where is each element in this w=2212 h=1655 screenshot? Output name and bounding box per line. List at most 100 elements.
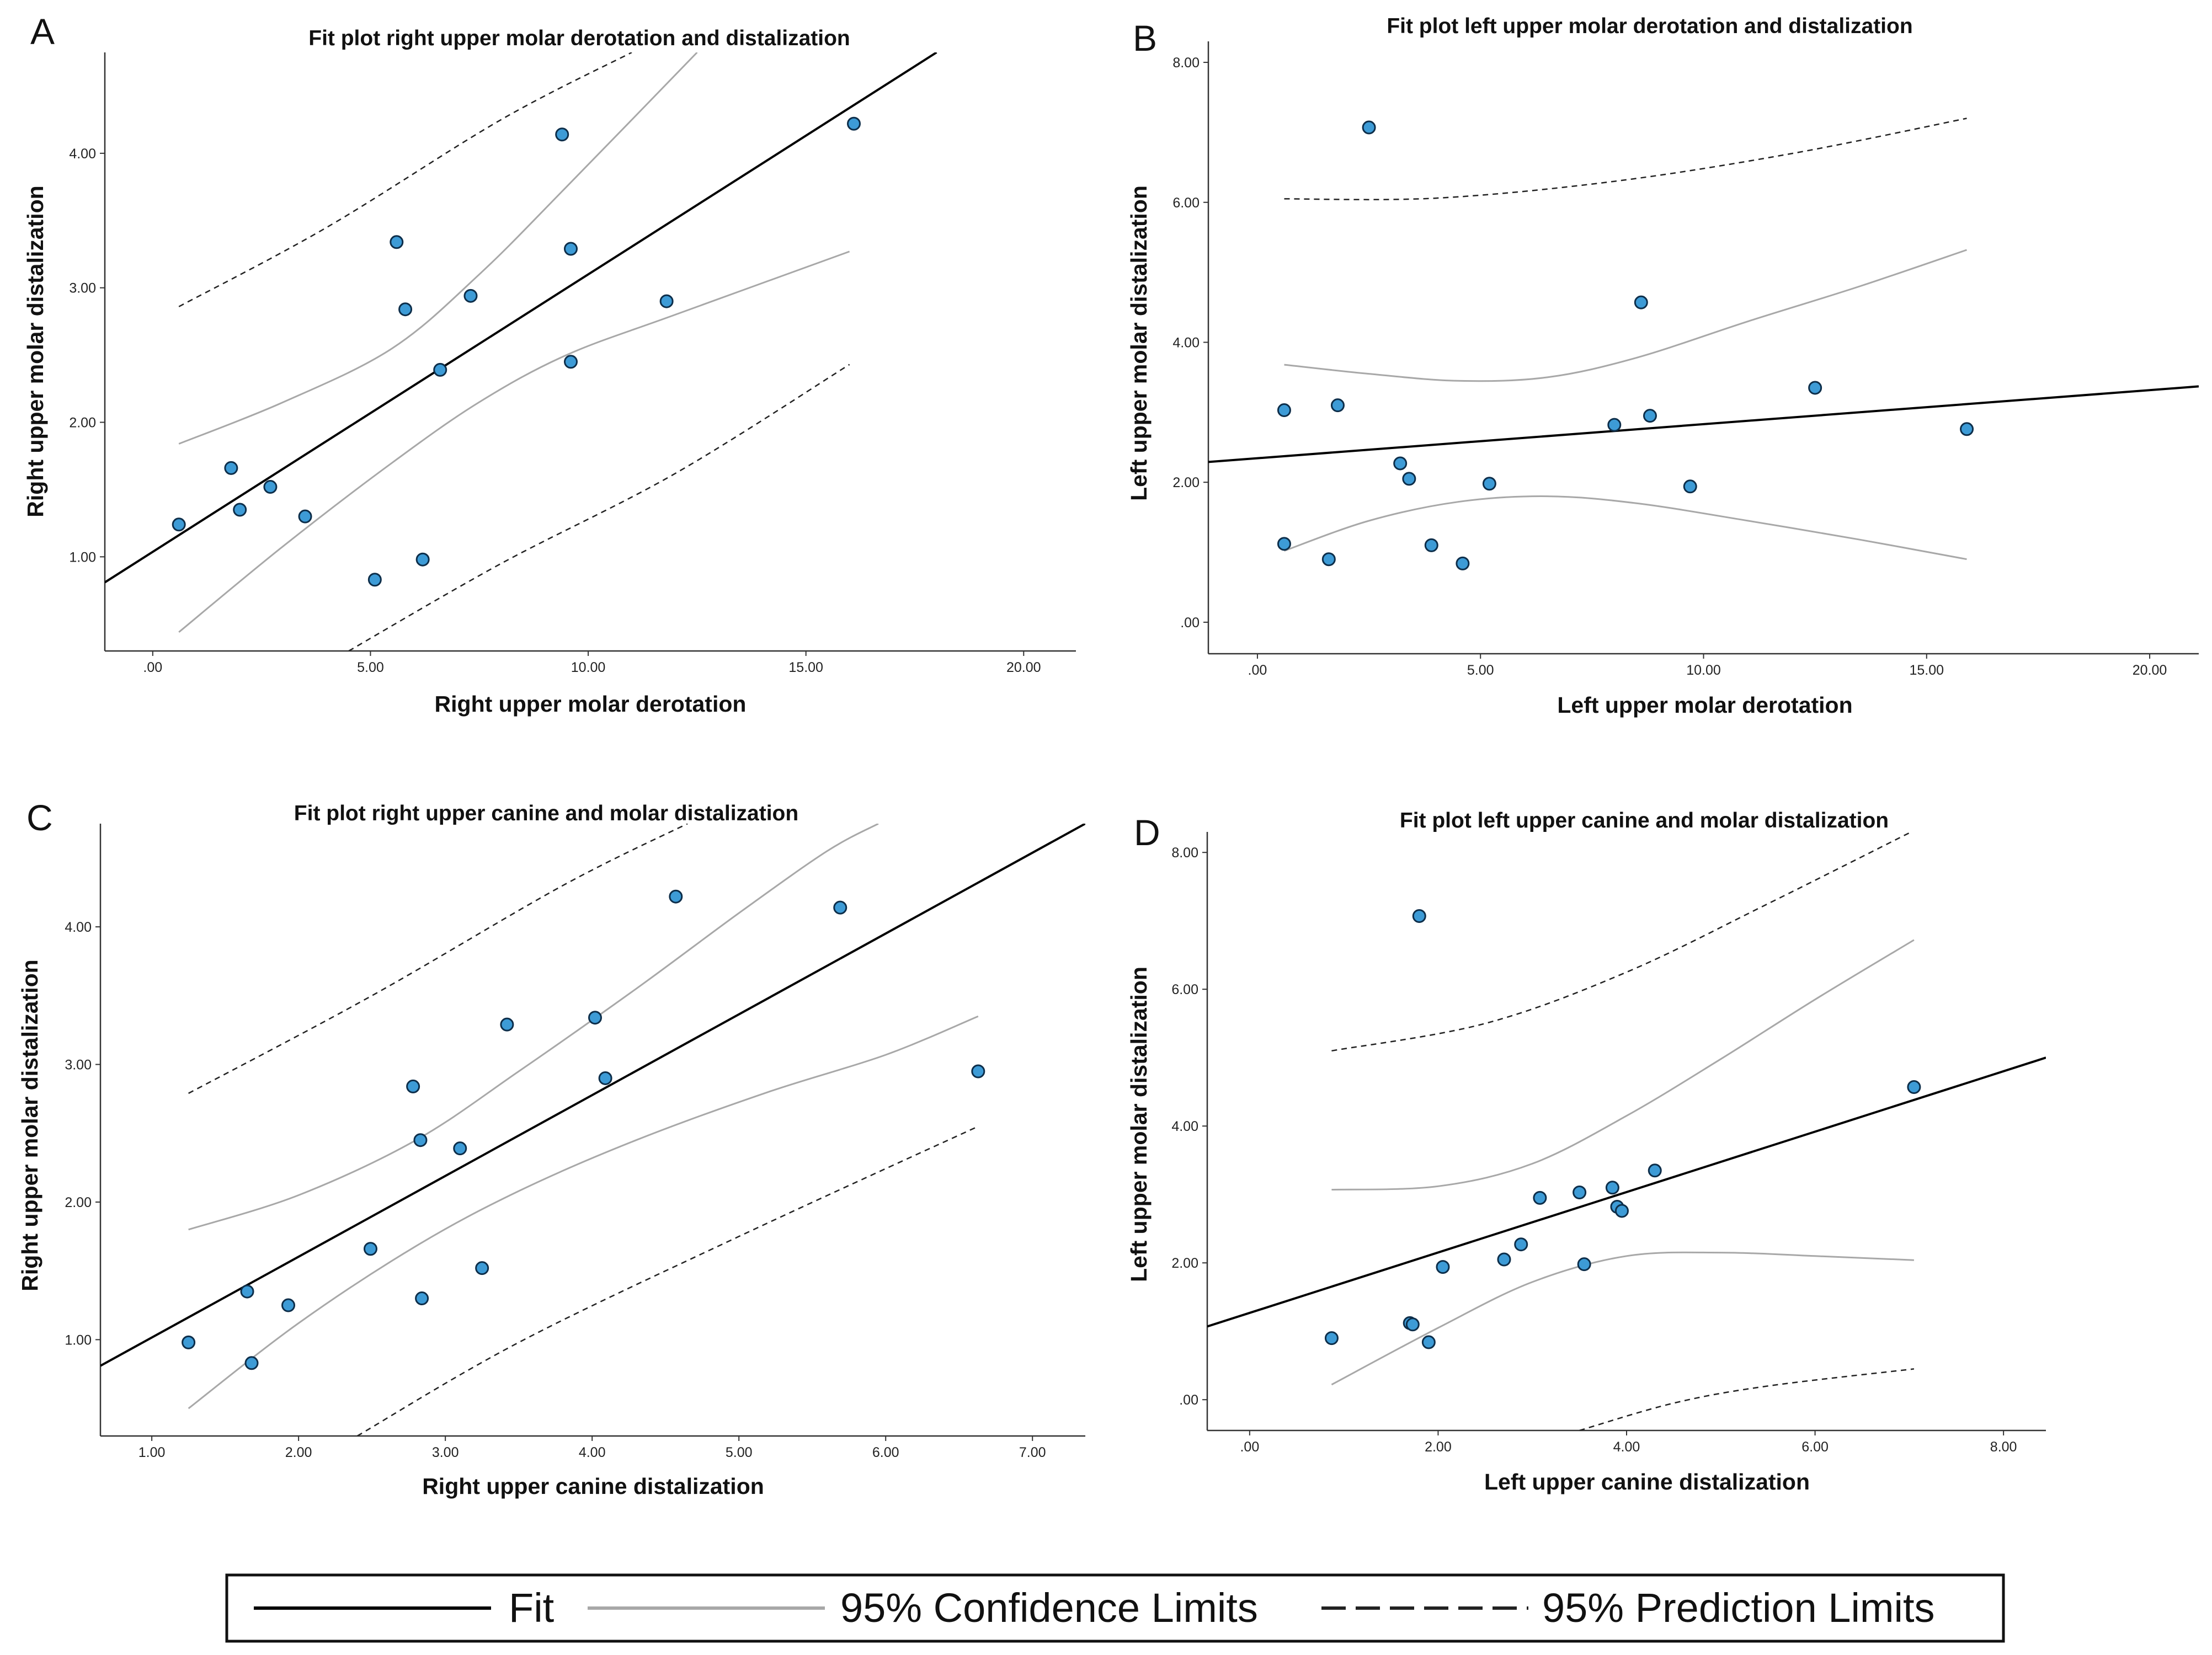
panel-d-y-tick-label: .00 (1179, 1392, 1198, 1408)
panel-a-data-point (563, 242, 578, 256)
panel-a-y-tick-label: 4.00 (69, 146, 96, 162)
panel-b-data-point (1607, 418, 1622, 432)
panel-a-data-point (172, 517, 186, 532)
panel-a-x-tick-label: 15.00 (788, 660, 823, 675)
panel-c-data-point (588, 1011, 602, 1025)
panel-a: A Fit plot right upper molar derotation … (23, 11, 1076, 717)
panel-b-letter: B (1133, 18, 1157, 58)
panel-b-x-tick-label: 10.00 (1686, 663, 1721, 678)
panel-a-prediction-lower-line (348, 364, 850, 651)
panel-a-fit-line (105, 52, 937, 584)
panel-c-data-point (281, 1298, 296, 1312)
panel-c-data-point (475, 1261, 489, 1275)
panel-a-data-point (298, 509, 312, 524)
panel-d-y-tick-label: 4.00 (1171, 1119, 1198, 1134)
panel-d-data-point (1497, 1252, 1511, 1267)
panel-c-y-axis-title: Right upper molar distalization (17, 959, 42, 1291)
panel-d-data-point (1324, 1331, 1339, 1346)
panel-d-data-point (1577, 1257, 1591, 1272)
panel-a-confidence-upper-line (178, 52, 698, 445)
legend-fit-label: Fit (509, 1585, 555, 1631)
panel-c-confidence-lower-line (188, 1015, 979, 1410)
panel-a-y-tick-label: 2.00 (69, 415, 96, 431)
panel-b-data-point (1683, 479, 1697, 494)
panel-d-prediction-lower-line (1579, 1368, 1915, 1430)
panel-b-data-point (1634, 295, 1648, 309)
panel-a-data-point (263, 480, 278, 494)
panel-a-confidence-lower-line (178, 250, 850, 633)
panel-c-y-tick-label: 1.00 (65, 1332, 92, 1348)
panel-d-confidence-lower-line (1331, 1251, 1914, 1386)
panel-a-data-point (563, 355, 578, 369)
panel-c-x-tick-label: 4.00 (579, 1445, 606, 1460)
panel-c-plot: 1.00 2.00 3.00 4.00 5.00 6.00 7.00 1.00 2.00 3.00… (65, 824, 1085, 1460)
panel-c-title: Fit plot right upper canine and molar di… (294, 802, 798, 825)
panel-d-confidence-upper-line (1331, 939, 1915, 1190)
panel-a-data-point (233, 503, 247, 517)
panel-d-data-point (1614, 1204, 1629, 1218)
panel-a-plot: .00 5.00 10.00 15.00 20.00 1.00 2.00 3.00 4.00 (69, 52, 1076, 675)
panel-a-x-tick-label: 5.00 (357, 660, 384, 675)
panel-d-data-point (1573, 1185, 1587, 1199)
panel-d-x-tick-label: 6.00 (1801, 1439, 1829, 1455)
panel-d-y-tick-label: 2.00 (1171, 1256, 1198, 1271)
panel-a-title: Fit plot right upper molar derotation an… (308, 26, 850, 50)
panel-d-data-point (1605, 1181, 1619, 1195)
panel-c-data-point (453, 1141, 467, 1156)
panel-b-data-point (1393, 456, 1408, 471)
panel-d-data-point (1533, 1190, 1547, 1205)
panel-a-x-tick-label: 10.00 (571, 660, 606, 675)
panel-b-data-point (1277, 403, 1291, 418)
panel-a-x-tick-label: 20.00 (1006, 660, 1041, 675)
panel-c-confidence-upper-line (188, 824, 879, 1231)
panel-d-y-tick-label: 6.00 (1171, 982, 1198, 997)
panel-d-data-point (1421, 1335, 1436, 1349)
panel-c-fit-line (100, 824, 1085, 1367)
panel-b-data-point (1482, 477, 1496, 491)
panel-a-data-point (433, 362, 447, 377)
panel-c-x-tick-label: 5.00 (726, 1445, 753, 1460)
panel-b-data-point (1330, 398, 1345, 413)
panel-a-data-point (555, 127, 569, 142)
panel-d-title: Fit plot left upper canine and molar dis… (1400, 809, 1889, 832)
panel-c-data-point (413, 1133, 428, 1147)
panel-c-data-point (971, 1064, 985, 1079)
panel-b-y-axis-title: Left upper molar distalization (1126, 185, 1152, 501)
panel-d-data-point (1907, 1080, 1921, 1095)
panel-a-x-tick-label: .00 (143, 660, 162, 675)
panel-c-y-tick-label: 3.00 (65, 1058, 92, 1073)
panel-b-data-point (1321, 552, 1336, 567)
panel-d-data-point (1648, 1163, 1662, 1178)
panel-b-x-tick-label: 20.00 (2133, 663, 2167, 678)
panel-d-x-axis-title: Left upper canine distalization (1484, 1469, 1810, 1494)
panel-b-data-point (1960, 422, 1974, 436)
legend-box (225, 1573, 2005, 1643)
panel-d-y-axis-title: Left upper molar distalization (1126, 967, 1152, 1282)
panel-b-x-tick-label: .00 (1248, 663, 1267, 678)
panel-a-data-point (390, 235, 404, 249)
panel-c-x-tick-label: 1.00 (138, 1445, 166, 1460)
panel-d-x-tick-label: 4.00 (1613, 1439, 1640, 1455)
panel-c-data-point (182, 1335, 196, 1349)
panel-b-y-tick-label: 2.00 (1172, 475, 1200, 490)
panel-a-y-tick-label: 3.00 (69, 281, 96, 296)
panel-b-data-point (1402, 472, 1416, 486)
panel-d: D Fit plot left upper canine and molar d… (1126, 809, 2046, 1494)
panel-a-prediction-upper-line (178, 52, 632, 307)
panel-b-data-point (1808, 381, 1822, 395)
panel-b: B Fit plot left upper molar derotation a… (1126, 14, 2199, 718)
panel-b-y-tick-label: 8.00 (1172, 55, 1200, 71)
panel-d-fit-line (1207, 1056, 2046, 1328)
panel-c-data-point (406, 1079, 420, 1093)
panel-c-data-point (598, 1071, 612, 1085)
panel-d-plot: .00 2.00 4.00 6.00 8.00 .00 2.00 4.00 6.00 8.00 (1171, 832, 2046, 1455)
panel-a-y-tick-label: 1.00 (69, 549, 96, 565)
panel-b-y-tick-label: 6.00 (1172, 195, 1200, 211)
panel-d-letter: D (1134, 812, 1160, 853)
panel-d-data-point (1436, 1260, 1450, 1274)
panel-c-x-tick-label: 2.00 (285, 1445, 312, 1460)
panel-b-plot: .00 5.00 10.00 15.00 20.00 .00 2.00 4.00 6.00 8.0… (1172, 41, 2199, 678)
panel-b-confidence-lower-line (1283, 495, 1967, 560)
panel-c-series-area (100, 824, 1085, 1436)
